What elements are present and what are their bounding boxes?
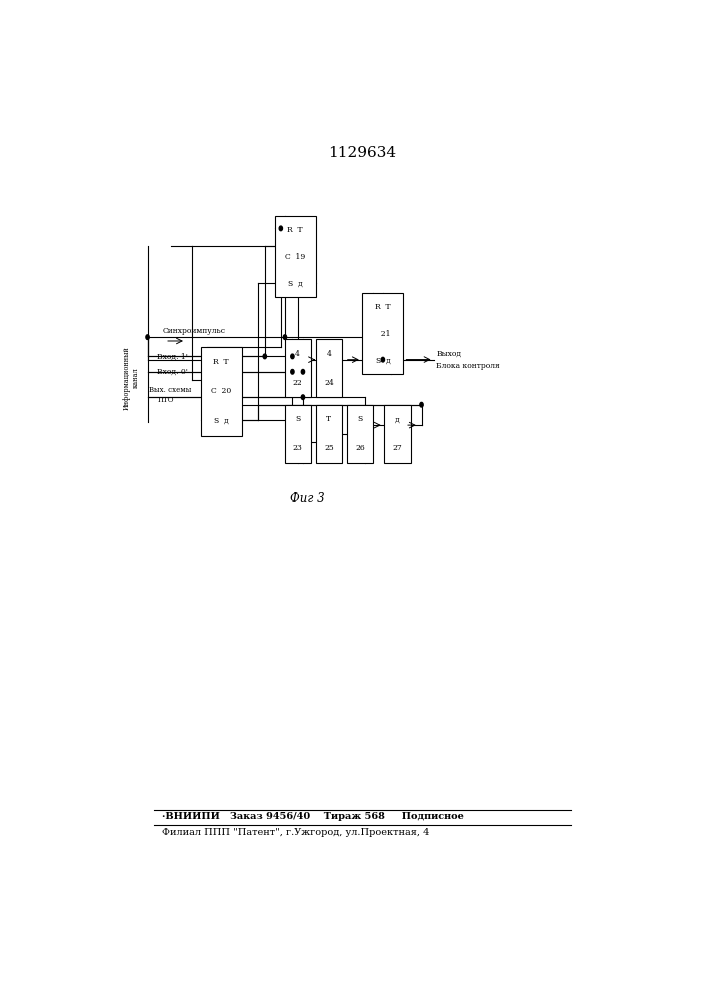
Circle shape (284, 335, 286, 339)
Text: 23: 23 (293, 444, 303, 452)
Circle shape (381, 357, 385, 362)
Text: д: д (395, 415, 399, 423)
Text: R  T: R T (288, 226, 303, 234)
Circle shape (279, 226, 283, 231)
Text: S: S (358, 415, 363, 423)
Text: S: S (295, 415, 300, 423)
Bar (275, 216, 316, 297)
Text: 27: 27 (392, 444, 402, 452)
Text: 26: 26 (356, 444, 365, 452)
Text: R  T: R T (214, 358, 229, 366)
Text: S  д: S д (288, 280, 303, 288)
Text: Блока контроля: Блока контроля (436, 362, 500, 370)
Text: T: T (327, 415, 332, 423)
Bar (316, 405, 342, 463)
Text: Фиг 3: Фиг 3 (291, 492, 325, 505)
Text: 24: 24 (324, 379, 334, 387)
Text: R  T: R T (375, 303, 391, 311)
Text: S  д: S д (214, 417, 228, 425)
Text: S  д: S д (375, 357, 390, 365)
Text: 21: 21 (375, 330, 390, 338)
Circle shape (420, 402, 423, 407)
Text: ·ВНИИПИ   Заказ 9456/40    Тираж 568     Подписное: ·ВНИИПИ Заказ 9456/40 Тираж 568 Подписно… (163, 812, 464, 821)
Text: Выход: Выход (436, 349, 462, 357)
Text: Вых. схемы: Вых. схемы (148, 385, 191, 393)
Bar (363, 293, 404, 374)
Circle shape (146, 335, 149, 339)
Text: 1129634: 1129634 (328, 146, 397, 160)
Text: Вход. 0': Вход. 0' (158, 368, 188, 376)
Bar (316, 339, 342, 397)
Bar (284, 405, 311, 463)
Text: 4: 4 (327, 350, 332, 358)
Text: C  19: C 19 (285, 253, 305, 261)
Circle shape (301, 395, 305, 400)
Circle shape (291, 354, 294, 359)
Circle shape (301, 369, 305, 374)
Circle shape (263, 354, 267, 359)
Bar (201, 347, 242, 436)
Text: Информационный
канал: Информационный канал (122, 346, 140, 410)
Text: 22: 22 (293, 379, 303, 387)
Text: ПТО: ПТО (158, 396, 174, 404)
Text: Филиал ППП "Патент", г.Ужгород, ул.Проектная, 4: Филиал ППП "Патент", г.Ужгород, ул.Проек… (163, 828, 430, 837)
Text: Вход. 1': Вход. 1' (158, 352, 188, 360)
Text: 25: 25 (324, 444, 334, 452)
Bar (284, 339, 311, 397)
Circle shape (291, 369, 294, 374)
Bar (385, 405, 411, 463)
Text: C  20: C 20 (211, 387, 231, 395)
Text: Синхроимпульс: Синхроимпульс (163, 327, 226, 335)
Text: 4: 4 (296, 350, 300, 358)
Bar (347, 405, 373, 463)
